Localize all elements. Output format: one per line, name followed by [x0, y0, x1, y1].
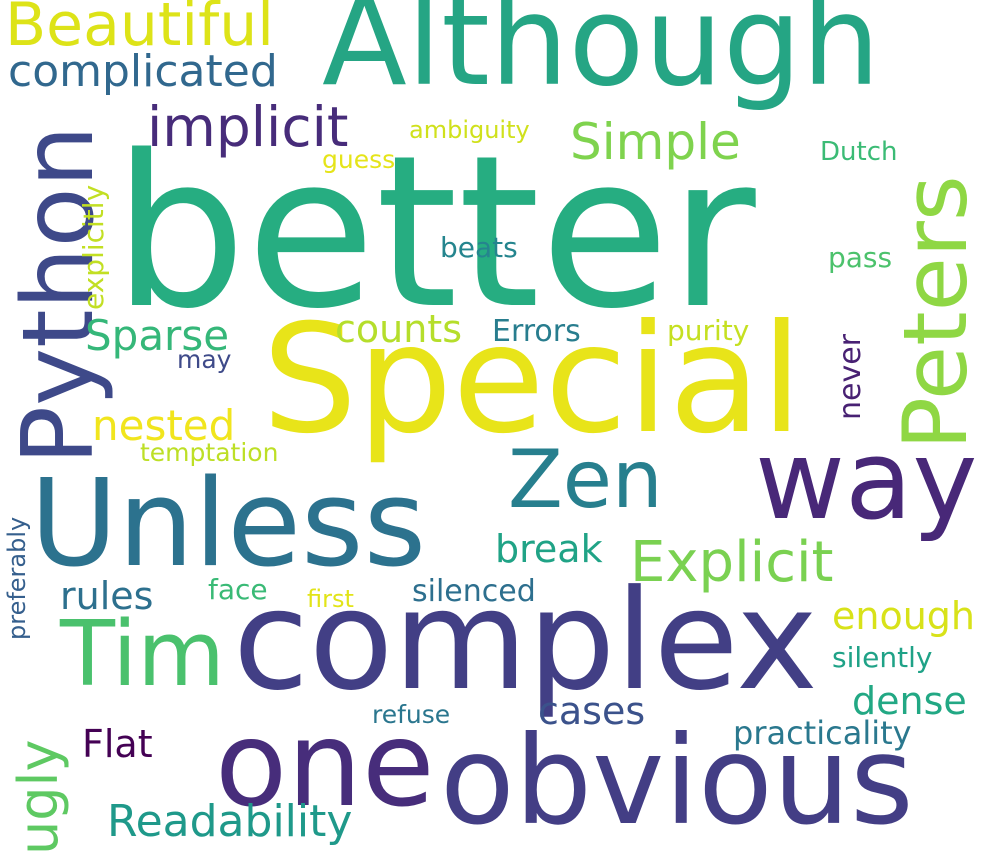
word-beautiful: Beautiful: [5, 0, 274, 60]
word-silenced: silenced: [412, 574, 536, 609]
word-first: first: [307, 585, 354, 613]
word-temptation: temptation: [140, 438, 279, 467]
word-break: break: [495, 527, 603, 571]
word-tim: Tim: [60, 602, 225, 707]
word-obvious: obvious: [440, 710, 914, 852]
word-pass: pass: [828, 241, 893, 274]
word-although: Although: [322, 0, 881, 114]
word-beats: beats: [440, 231, 518, 264]
word-unless: Unless: [30, 455, 427, 594]
word-dutch: Dutch: [820, 137, 898, 167]
word-ambiguity: ambiguity: [409, 116, 530, 144]
word-purity: purity: [667, 314, 750, 347]
word-better: better: [113, 110, 756, 355]
word-dense: dense: [852, 679, 967, 723]
word-explicit: Explicit: [630, 530, 834, 595]
word-errors: Errors: [492, 314, 581, 349]
word-complicated: complicated: [8, 46, 278, 97]
word-way: way: [755, 416, 978, 544]
word-face: face: [208, 573, 268, 606]
word-one: one: [215, 695, 435, 833]
word-cases: cases: [538, 689, 646, 733]
word-complex: complex: [233, 560, 818, 721]
word-explicitly: explicitly: [77, 184, 110, 310]
word-rules: rules: [60, 574, 154, 618]
word-silently: silently: [832, 641, 933, 674]
word-implicit: implicit: [147, 95, 349, 159]
word-flat: Flat: [82, 722, 153, 766]
word-counts: counts: [335, 307, 463, 351]
word-nested: nested: [92, 401, 236, 450]
word-guess: guess: [322, 145, 396, 174]
word-may: may: [177, 345, 232, 374]
word-ugly: ugly: [7, 739, 70, 855]
word-zen: Zen: [508, 433, 663, 526]
word-peters: Peters: [884, 175, 987, 450]
word-never: never: [833, 333, 868, 420]
word-refuse: refuse: [372, 700, 451, 729]
word-sparse: Sparse: [85, 311, 230, 360]
word-enough: enough: [832, 594, 976, 638]
word-preferably: preferably: [3, 516, 31, 640]
word-practicality: practicality: [733, 714, 912, 752]
word-simple: Simple: [570, 113, 741, 171]
word-readability: Readability: [107, 796, 353, 847]
word-special: Special: [262, 293, 803, 467]
